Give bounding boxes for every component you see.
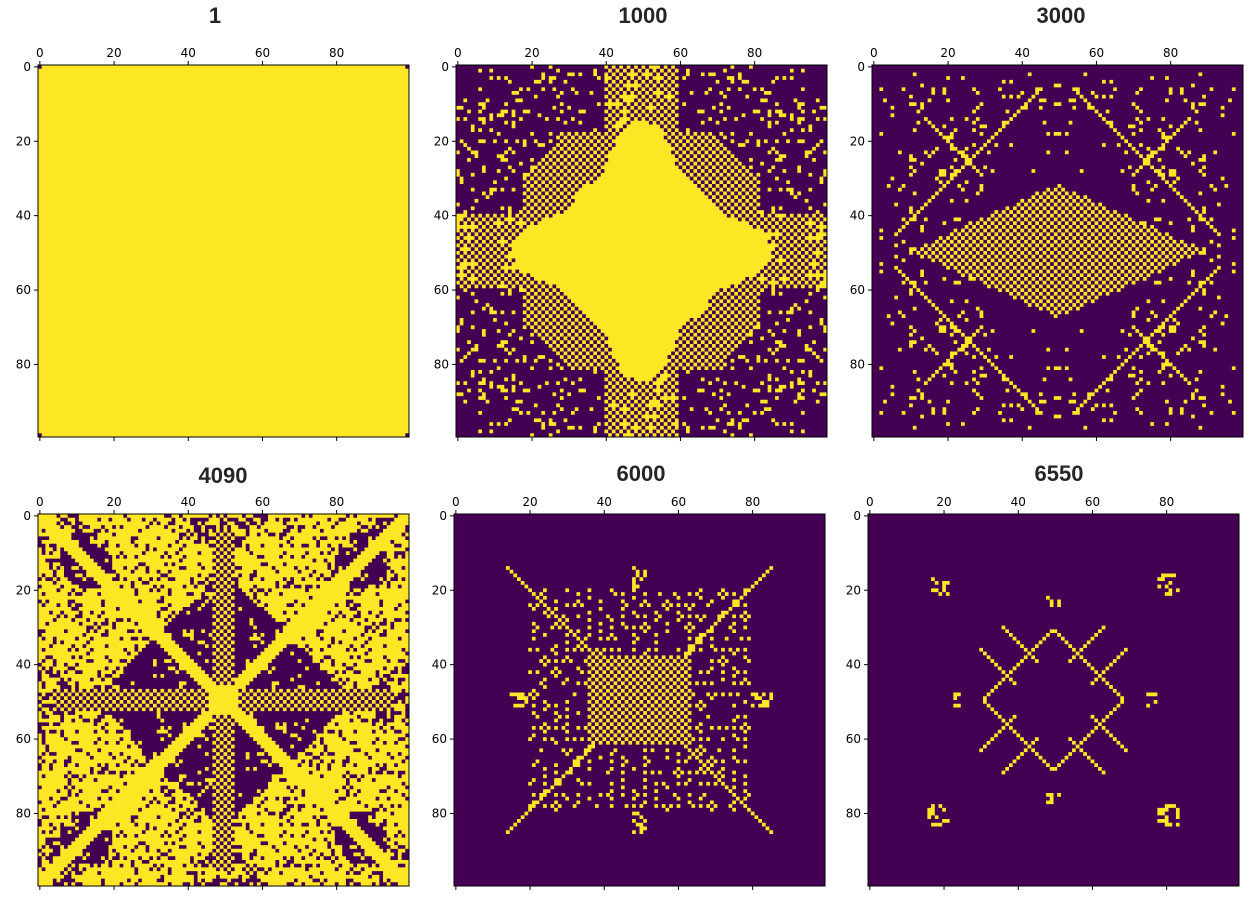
heatmap-panel-6550: 00 20 20 40 40 60 60 80 80	[846, 495, 1240, 890]
y-tick-label: 80	[16, 357, 31, 371]
x-tick-label: 40	[181, 495, 196, 509]
y-tick-label: 20	[432, 583, 447, 597]
x-tick-label: 80	[329, 495, 344, 509]
y-tick-label: 40	[846, 658, 861, 672]
panel-title-6000: 6000	[616, 461, 666, 486]
x-tick-label: 80	[1163, 46, 1178, 60]
y-tick-label: 0	[23, 60, 31, 74]
heatmap-panel-3000: 00 20 20 40 40 60 60 80 80	[850, 46, 1244, 441]
panel-title-1: 1	[208, 3, 222, 28]
heatmap-panel-6000: 00 20 20 40 40 60 60 80 80	[432, 495, 826, 890]
heatmap-panel-1000: 00 20 20 40 40 60 60 80 80	[434, 46, 828, 441]
y-tick-label: 80	[16, 806, 31, 820]
y-tick-label: 40	[434, 209, 449, 223]
x-tick-label: 0	[452, 495, 460, 509]
panel-title-4090: 4090	[198, 463, 248, 488]
y-tick-label: 80	[850, 357, 865, 371]
x-tick-label: 20	[524, 46, 539, 60]
axes-frame	[37, 64, 410, 438]
axes-frame	[453, 513, 826, 887]
x-tick-label: 60	[671, 495, 686, 509]
y-tick-label: 20	[16, 583, 31, 597]
x-tick-label: 60	[1085, 495, 1100, 509]
x-tick-label: 60	[1089, 46, 1104, 60]
y-tick-label: 20	[16, 134, 31, 148]
y-tick-label: 60	[16, 283, 31, 297]
heatmap-cells	[456, 65, 828, 438]
y-tick-label: 60	[432, 732, 447, 746]
heatmap-cells	[38, 65, 410, 438]
x-tick-label: 80	[1159, 495, 1174, 509]
x-tick-label: 0	[36, 46, 44, 60]
x-tick-label: 0	[36, 495, 44, 509]
y-tick-label: 0	[853, 509, 861, 523]
x-tick-label: 40	[599, 46, 614, 60]
y-tick-label: 20	[846, 583, 861, 597]
x-tick-label: 40	[597, 495, 612, 509]
panel-title-1000: 1000	[618, 3, 668, 28]
x-tick-label: 80	[747, 46, 762, 60]
y-tick-label: 0	[23, 509, 31, 523]
y-tick-label: 20	[850, 134, 865, 148]
axes-frame	[455, 64, 828, 438]
y-tick-label: 0	[441, 60, 449, 74]
y-tick-label: 60	[16, 732, 31, 746]
x-tick-label: 80	[745, 495, 760, 509]
heatmap-cells	[505, 566, 774, 834]
x-tick-label: 20	[106, 46, 121, 60]
heatmap-panel-4090: 00 20 20 40 40 60 60 80 80	[16, 495, 410, 890]
x-tick-label: 0	[866, 495, 874, 509]
y-tick-label: 40	[850, 209, 865, 223]
x-tick-label: 40	[1015, 46, 1030, 60]
y-tick-label: 0	[439, 509, 447, 523]
y-tick-label: 80	[434, 357, 449, 371]
x-tick-label: 80	[329, 46, 344, 60]
axes-frame	[867, 513, 1240, 887]
x-tick-label: 20	[522, 495, 537, 509]
x-tick-label: 40	[181, 46, 196, 60]
y-tick-label: 20	[434, 134, 449, 148]
x-tick-label: 20	[936, 495, 951, 509]
y-tick-label: 0	[857, 60, 865, 74]
x-tick-label: 20	[940, 46, 955, 60]
x-tick-label: 60	[673, 46, 688, 60]
heatmap-cells	[37, 514, 410, 887]
heatmap-background	[868, 514, 1239, 886]
heatmap-cells	[879, 72, 1236, 430]
x-tick-label: 40	[1011, 495, 1026, 509]
x-tick-label: 0	[870, 46, 878, 60]
y-tick-label: 40	[16, 658, 31, 672]
x-tick-label: 0	[454, 46, 462, 60]
x-tick-label: 60	[255, 46, 270, 60]
y-tick-label: 60	[850, 283, 865, 297]
x-tick-label: 60	[255, 495, 270, 509]
axes-frame	[37, 513, 410, 887]
y-tick-label: 40	[16, 209, 31, 223]
y-tick-label: 40	[432, 658, 447, 672]
y-tick-label: 60	[846, 732, 861, 746]
panel-title-6550: 6550	[1034, 461, 1084, 486]
y-tick-label: 60	[434, 283, 449, 297]
y-tick-label: 80	[846, 806, 861, 820]
axes-frame	[871, 64, 1244, 438]
panel-title-3000: 3000	[1036, 3, 1086, 28]
heatmap-panel-1: 00 20 20 40 40 60 60 80 80	[16, 46, 410, 441]
x-tick-label: 20	[106, 495, 121, 509]
y-tick-label: 80	[432, 806, 447, 820]
